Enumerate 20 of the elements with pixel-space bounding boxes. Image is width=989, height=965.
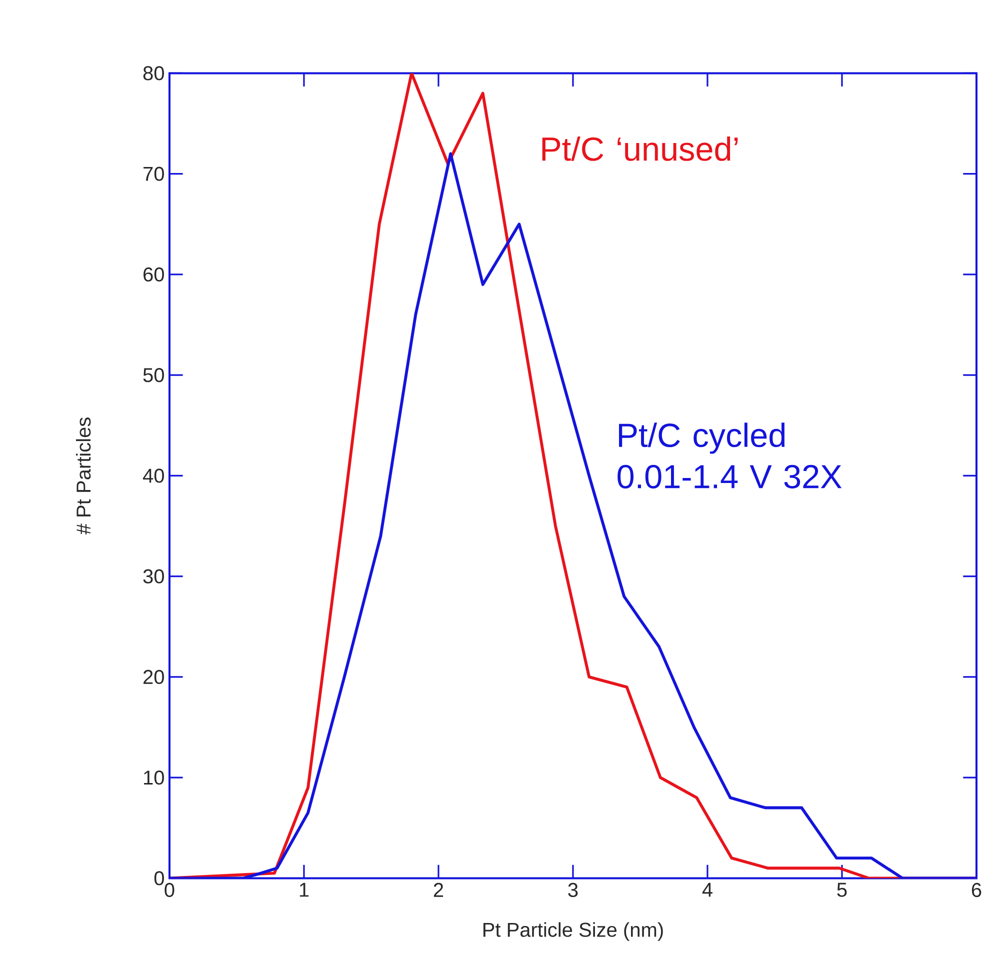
series-label: Pt/C ‘unused’ (542, 136, 738, 161)
y-tick-label: 50 (143, 368, 164, 382)
x-tick-label: 5 (837, 882, 847, 897)
y-tick-label: 70 (144, 166, 164, 181)
y-tick-label: 40 (142, 468, 164, 483)
x-axis-title: Pt Particle Size (nm) (483, 922, 663, 941)
y-tick-label: 30 (143, 569, 164, 584)
series-label: Pt/C cycled 0.01-1.4 V 32X (618, 422, 842, 488)
y-tick-label: 60 (144, 267, 164, 282)
x-tick-label: 2 (434, 882, 444, 897)
y-tick-label: 0 (154, 871, 164, 886)
y-axis-title: # Pt Particles (76, 418, 91, 535)
y-tick-label: 80 (143, 66, 164, 80)
x-tick-label: 1 (300, 882, 309, 897)
y-tick-label: 10 (144, 770, 164, 785)
y-tick-label: 20 (144, 670, 164, 684)
x-tick-label: 4 (702, 882, 712, 897)
x-tick-label: 6 (972, 882, 982, 898)
x-tick-label: 3 (568, 882, 578, 898)
x-tick-label: 0 (164, 882, 174, 898)
